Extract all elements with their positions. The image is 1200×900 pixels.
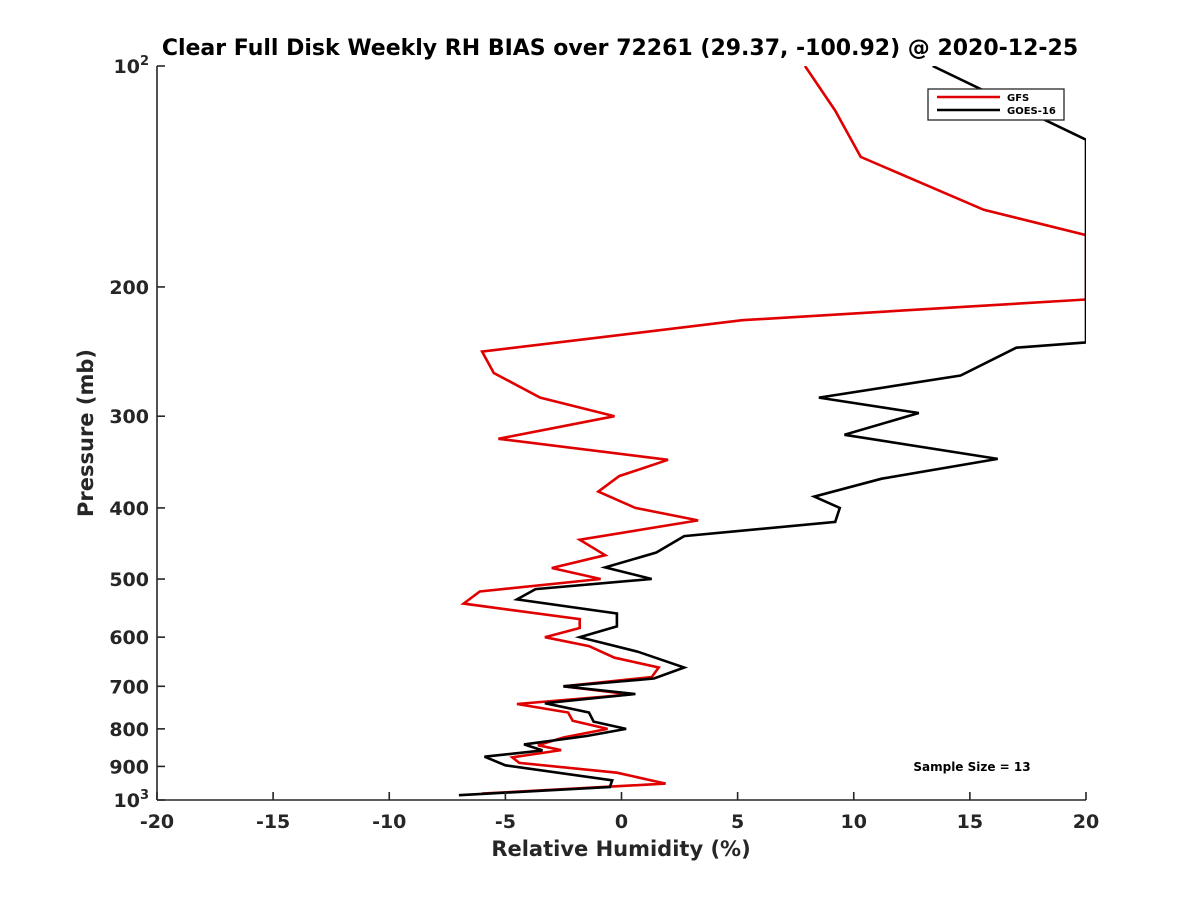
x-tick-label: -15 bbox=[256, 811, 290, 833]
y-tick-label: 800 bbox=[109, 719, 149, 741]
plot-area: -20 -15 -10 -5 0 5 10 15 20 10220030040050060070… bbox=[109, 54, 1099, 833]
y-tick-base: 10 bbox=[114, 56, 140, 78]
x-tick-label: 10 bbox=[841, 811, 867, 833]
y-tick-label: 900 bbox=[109, 756, 149, 778]
x-tick-label: -5 bbox=[495, 811, 516, 833]
y-tick-label: 600 bbox=[109, 627, 149, 649]
x-tick-label: 5 bbox=[731, 811, 744, 833]
y-tick-label: 400 bbox=[109, 498, 149, 520]
legend: GFS GOES-16 bbox=[927, 88, 1065, 121]
x-tick-label: -20 bbox=[140, 811, 174, 833]
y-axis-label: Pressure (mb) bbox=[74, 349, 98, 517]
y-tick-label: 102 bbox=[114, 54, 150, 78]
x-axis-label: Relative Humidity (%) bbox=[491, 837, 750, 861]
y-tick-label: 103 bbox=[114, 788, 150, 812]
y-tick-label: 300 bbox=[109, 406, 149, 428]
y-tick-base: 200 bbox=[109, 277, 149, 299]
y-tick-label: 200 bbox=[109, 277, 149, 299]
series-layer bbox=[458, 66, 1086, 797]
y-tick-base: 500 bbox=[109, 569, 149, 591]
series-line-gfs bbox=[460, 66, 1086, 795]
y-tick-base: 10 bbox=[114, 790, 140, 812]
legend-entry-goes16: GOES-16 bbox=[1007, 106, 1056, 117]
x-axis-ticks: -20 -15 -10 -5 0 5 10 15 20 bbox=[140, 792, 1099, 833]
y-tick-base: 300 bbox=[109, 406, 149, 428]
y-tick-label: 700 bbox=[109, 676, 149, 698]
x-tick-label: -10 bbox=[372, 811, 406, 833]
y-tick-exponent: 3 bbox=[140, 788, 149, 803]
legend-box bbox=[927, 88, 1065, 121]
y-tick-base: 800 bbox=[109, 719, 149, 741]
y-tick-label: 500 bbox=[109, 569, 149, 591]
chart-title: Clear Full Disk Weekly RH BIAS over 7226… bbox=[162, 36, 1078, 61]
y-tick-base: 400 bbox=[109, 498, 149, 520]
legend-entry-gfs: GFS bbox=[1007, 93, 1029, 104]
sample-size-annotation: Sample Size = 13 bbox=[913, 760, 1030, 774]
y-tick-base: 900 bbox=[109, 756, 149, 778]
y-tick-base: 600 bbox=[109, 627, 149, 649]
series-line-goes-16 bbox=[458, 66, 1086, 797]
x-tick-label: 20 bbox=[1073, 811, 1099, 833]
y-tick-exponent: 2 bbox=[140, 54, 149, 69]
y-tick-base: 700 bbox=[109, 676, 149, 698]
x-tick-label: 0 bbox=[615, 811, 628, 833]
x-tick-label: 15 bbox=[957, 811, 983, 833]
